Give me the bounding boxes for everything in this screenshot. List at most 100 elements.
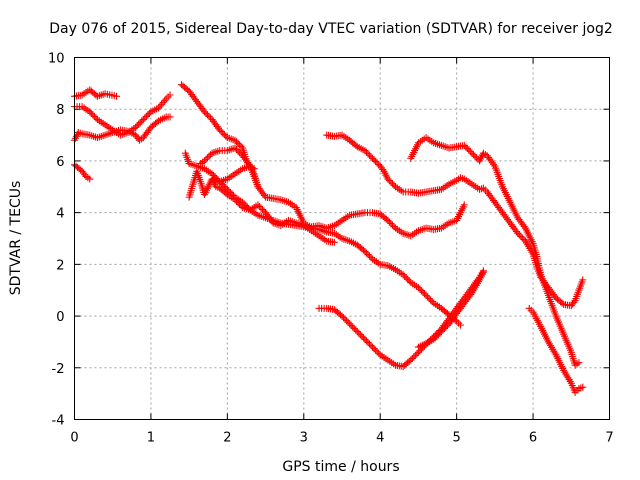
- data-point: [579, 276, 587, 284]
- data-point: [353, 328, 361, 336]
- data-point: [250, 165, 258, 173]
- data-point: [369, 343, 377, 351]
- data-point: [419, 288, 427, 296]
- x-tick-label: 2: [223, 431, 231, 446]
- data-point: [352, 326, 360, 334]
- data-point: [437, 328, 445, 336]
- data-point: [413, 350, 421, 358]
- data-point: [359, 334, 367, 342]
- data-point: [442, 323, 450, 331]
- data-point: [87, 109, 95, 117]
- data-point: [520, 222, 528, 230]
- x-tick-label: 1: [147, 431, 155, 446]
- series-track-11: [407, 134, 583, 369]
- data-point: [471, 152, 479, 160]
- data-point: [417, 287, 425, 295]
- data-point: [408, 354, 416, 362]
- data-point: [341, 315, 349, 323]
- data-point: [579, 383, 587, 391]
- data-point: [90, 112, 98, 120]
- data-point: [142, 112, 150, 120]
- data-point: [202, 155, 210, 163]
- y-tick-label: 2: [56, 258, 64, 273]
- data-point: [349, 323, 357, 331]
- data-point: [362, 148, 370, 156]
- data-point: [220, 131, 228, 139]
- data-series: [71, 81, 587, 396]
- data-point: [436, 329, 444, 337]
- series-track-14: [525, 304, 587, 396]
- data-point: [231, 196, 239, 204]
- data-point: [343, 317, 351, 325]
- data-point: [219, 129, 227, 137]
- y-tick-label: 10: [48, 52, 65, 67]
- y-axis-label: SDTVAR / TECUs: [8, 181, 24, 296]
- data-point: [245, 160, 253, 168]
- chart-title: Day 076 of 2015, Sidereal Day-to-day VTE…: [49, 21, 612, 37]
- data-point: [367, 342, 375, 350]
- data-point: [399, 271, 407, 279]
- data-point: [231, 136, 239, 144]
- data-point: [362, 337, 370, 345]
- data-point: [361, 335, 369, 343]
- data-point: [514, 229, 522, 237]
- data-point: [515, 231, 523, 239]
- y-tick-label: -2: [52, 362, 65, 377]
- data-point: [424, 293, 432, 301]
- data-point: [216, 126, 224, 134]
- data-point: [370, 156, 378, 164]
- data-point: [410, 353, 418, 361]
- data-point: [462, 143, 470, 151]
- data-point: [384, 175, 392, 183]
- data-point: [233, 138, 241, 146]
- data-point: [373, 159, 381, 167]
- data-point: [358, 332, 366, 340]
- series-track-1: [71, 86, 121, 100]
- series-track-7: [185, 162, 468, 240]
- data-point: [473, 154, 481, 162]
- data-point: [338, 312, 346, 320]
- data-point: [350, 324, 358, 332]
- y-tick-label: -4: [52, 414, 65, 429]
- data-point: [366, 340, 374, 348]
- y-axis-ticks: -4 -2 0 2 4 6 8 10: [48, 52, 610, 429]
- series-track-12: [315, 267, 487, 370]
- y-tick-label: 4: [56, 207, 64, 222]
- x-tick-label: 0: [70, 431, 78, 446]
- data-point: [340, 314, 348, 322]
- series-track-5: [178, 81, 262, 191]
- data-point: [159, 98, 167, 106]
- data-point: [89, 111, 97, 119]
- series-track-13: [414, 268, 487, 351]
- data-point: [366, 252, 374, 260]
- data-point: [203, 111, 211, 119]
- data-point: [133, 122, 141, 130]
- grid-lines: [74, 57, 610, 420]
- data-point: [356, 331, 364, 339]
- data-point: [257, 204, 265, 212]
- data-point: [330, 238, 338, 246]
- data-point: [355, 329, 363, 337]
- data-point: [347, 321, 355, 329]
- data-point: [416, 285, 424, 293]
- data-point: [518, 234, 526, 242]
- data-point: [466, 148, 474, 156]
- data-point: [433, 332, 441, 340]
- data-point: [558, 299, 566, 307]
- data-point: [364, 338, 372, 346]
- x-tick-label: 5: [453, 431, 461, 446]
- data-point: [361, 147, 369, 155]
- data-point: [141, 114, 149, 122]
- data-point: [517, 232, 525, 240]
- y-tick-label: 8: [56, 103, 64, 118]
- data-point: [430, 335, 438, 343]
- data-point: [255, 202, 263, 210]
- data-point: [469, 151, 477, 159]
- data-point: [388, 180, 396, 188]
- data-point: [463, 145, 471, 153]
- data-point: [346, 320, 354, 328]
- x-tick-label: 3: [300, 431, 308, 446]
- data-point: [237, 142, 245, 150]
- data-point: [234, 199, 242, 207]
- y-tick-label: 0: [56, 310, 64, 325]
